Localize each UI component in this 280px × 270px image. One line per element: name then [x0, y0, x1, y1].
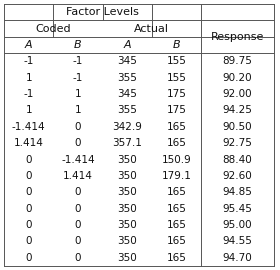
Text: 342.9: 342.9: [112, 122, 142, 132]
Text: -1: -1: [73, 56, 83, 66]
Text: 0: 0: [75, 138, 81, 148]
Text: 165: 165: [167, 138, 186, 148]
Text: -1.414: -1.414: [12, 122, 45, 132]
Text: -1: -1: [24, 56, 34, 66]
Text: 0: 0: [25, 187, 32, 197]
Text: 90.50: 90.50: [223, 122, 252, 132]
Text: 1: 1: [25, 106, 32, 116]
Text: A: A: [123, 40, 131, 50]
Text: 155: 155: [167, 56, 186, 66]
Text: 94.85: 94.85: [223, 187, 253, 197]
Text: 0: 0: [25, 154, 32, 164]
Text: Actual: Actual: [134, 23, 169, 33]
Text: 165: 165: [167, 220, 186, 230]
Text: 165: 165: [167, 204, 186, 214]
Text: 165: 165: [167, 122, 186, 132]
Text: 165: 165: [167, 187, 186, 197]
Text: 350: 350: [117, 237, 137, 247]
Text: 350: 350: [117, 253, 137, 263]
Text: 0: 0: [75, 187, 81, 197]
Text: 0: 0: [75, 253, 81, 263]
Text: 0: 0: [25, 204, 32, 214]
Text: 350: 350: [117, 187, 137, 197]
Text: 350: 350: [117, 171, 137, 181]
Text: 95.45: 95.45: [223, 204, 253, 214]
Text: Factor Levels: Factor Levels: [66, 7, 139, 17]
Text: 89.75: 89.75: [223, 56, 253, 66]
Text: 165: 165: [167, 237, 186, 247]
Text: 165: 165: [167, 253, 186, 263]
Text: -1.414: -1.414: [61, 154, 95, 164]
Text: B: B: [74, 40, 82, 50]
Text: Response: Response: [211, 32, 264, 42]
Text: 94.25: 94.25: [223, 106, 253, 116]
Text: 350: 350: [117, 204, 137, 214]
Text: -1: -1: [24, 89, 34, 99]
Text: 179.1: 179.1: [162, 171, 192, 181]
Text: Coded: Coded: [36, 23, 71, 33]
Text: 92.00: 92.00: [223, 89, 252, 99]
Text: 92.75: 92.75: [223, 138, 253, 148]
Text: 357.1: 357.1: [112, 138, 142, 148]
Text: 175: 175: [167, 89, 186, 99]
Text: 0: 0: [75, 220, 81, 230]
Text: 0: 0: [75, 237, 81, 247]
Text: 94.70: 94.70: [223, 253, 252, 263]
Text: 90.20: 90.20: [223, 73, 252, 83]
Text: 1: 1: [25, 73, 32, 83]
Text: 350: 350: [117, 220, 137, 230]
Text: -1: -1: [73, 73, 83, 83]
Text: 1.414: 1.414: [14, 138, 44, 148]
Text: 0: 0: [75, 204, 81, 214]
Text: 0: 0: [25, 253, 32, 263]
Text: 0: 0: [25, 237, 32, 247]
Text: A: A: [25, 40, 32, 50]
Text: 88.40: 88.40: [223, 154, 252, 164]
Text: 1: 1: [74, 89, 81, 99]
Text: 1.414: 1.414: [63, 171, 93, 181]
Text: 0: 0: [25, 171, 32, 181]
Text: 94.55: 94.55: [223, 237, 253, 247]
Text: 345: 345: [117, 89, 137, 99]
Text: 175: 175: [167, 106, 186, 116]
Text: 355: 355: [117, 73, 137, 83]
Text: 345: 345: [117, 56, 137, 66]
Text: 355: 355: [117, 106, 137, 116]
Text: 95.00: 95.00: [223, 220, 252, 230]
Text: 1: 1: [74, 106, 81, 116]
Text: 92.60: 92.60: [223, 171, 252, 181]
Text: 155: 155: [167, 73, 186, 83]
Text: 0: 0: [75, 122, 81, 132]
Text: 150.9: 150.9: [162, 154, 191, 164]
Text: 0: 0: [25, 220, 32, 230]
Text: B: B: [173, 40, 180, 50]
Text: 350: 350: [117, 154, 137, 164]
